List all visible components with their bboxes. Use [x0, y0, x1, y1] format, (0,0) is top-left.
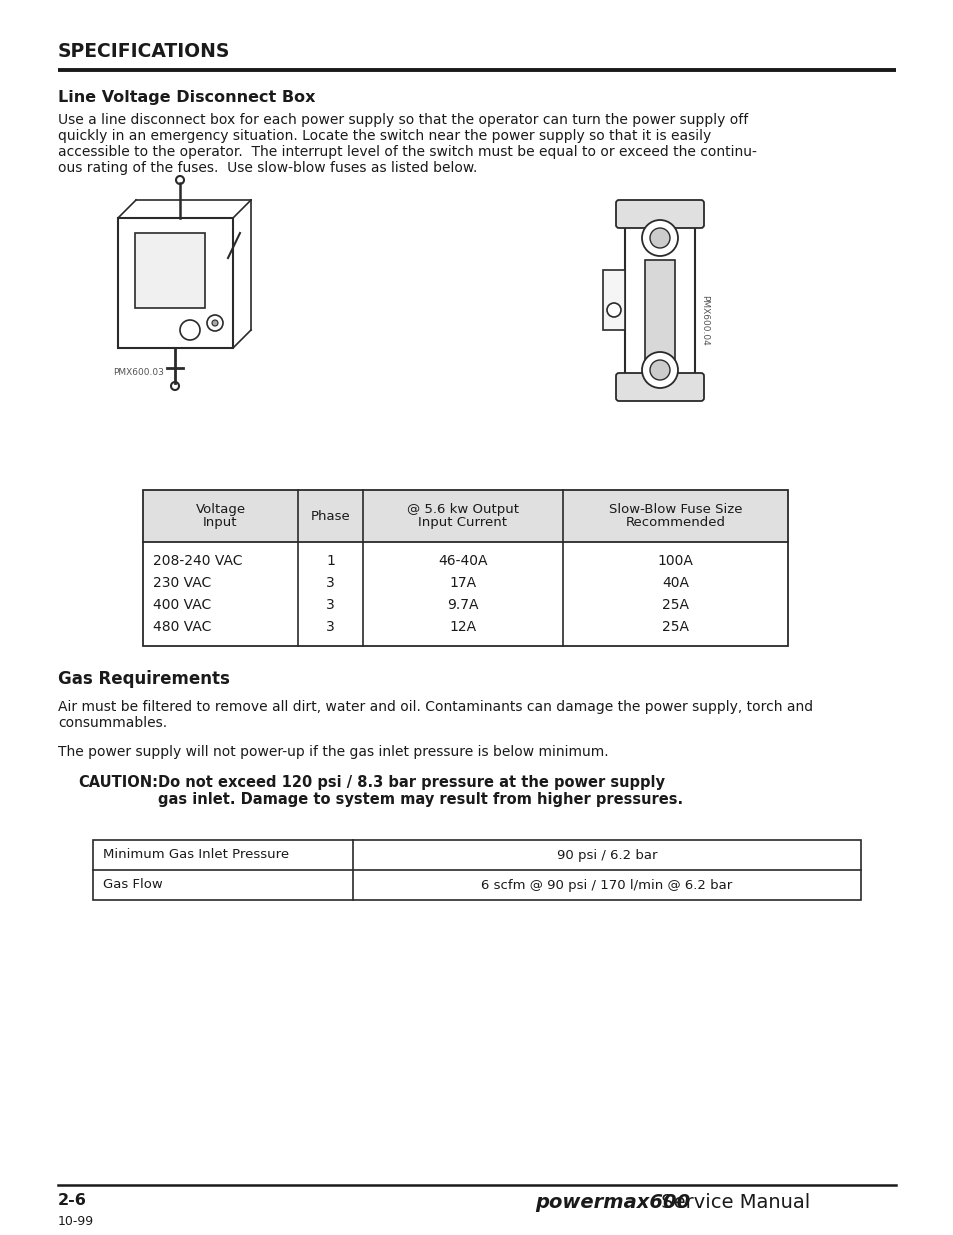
Text: 9.7A: 9.7A [447, 598, 478, 613]
Text: Input: Input [203, 516, 237, 529]
Bar [143, 490, 787, 542]
Text: ous rating of the fuses.  Use slow-blow fuses as listed below.: ous rating of the fuses. Use slow-blow f… [58, 161, 476, 175]
Text: CAUTION:: CAUTION: [78, 776, 158, 790]
Text: 25A: 25A [661, 620, 688, 634]
Text: Voltage: Voltage [195, 503, 245, 516]
Text: Use a line disconnect box for each power supply so that the operator can turn th: Use a line disconnect box for each power… [58, 112, 747, 127]
Text: Air must be filtered to remove all dirt, water and oil. Contaminants can damage : Air must be filtered to remove all dirt,… [58, 700, 812, 714]
Text: 40A: 40A [661, 576, 688, 590]
Text: Input Current: Input Current [418, 516, 507, 529]
Text: 3: 3 [326, 576, 335, 590]
Text: Gas Requirements: Gas Requirements [58, 671, 230, 688]
Text: 1: 1 [326, 555, 335, 568]
Text: gas inlet. Damage to system may result from higher pressures.: gas inlet. Damage to system may result f… [158, 792, 682, 806]
Circle shape [641, 352, 678, 388]
Text: 12A: 12A [449, 620, 476, 634]
Text: Gas Flow: Gas Flow [103, 878, 163, 892]
Text: quickly in an emergency situation. Locate the switch near the power supply so th: quickly in an emergency situation. Locat… [58, 128, 711, 143]
Text: powermax600: powermax600 [535, 1193, 690, 1212]
Circle shape [649, 359, 669, 380]
Text: 3: 3 [326, 598, 335, 613]
Bar [135, 233, 205, 308]
Text: 2-6: 2-6 [58, 1193, 87, 1208]
Circle shape [175, 177, 184, 184]
Circle shape [212, 320, 218, 326]
Bar [624, 203, 695, 398]
Text: 6 scfm @ 90 psi / 170 l/min @ 6.2 bar: 6 scfm @ 90 psi / 170 l/min @ 6.2 bar [481, 878, 732, 892]
Text: 400 VAC: 400 VAC [152, 598, 211, 613]
Text: 480 VAC: 480 VAC [152, 620, 212, 634]
Text: Minimum Gas Inlet Pressure: Minimum Gas Inlet Pressure [103, 848, 289, 862]
Bar [644, 261, 675, 370]
Circle shape [171, 382, 179, 390]
Text: Slow-Blow Fuse Size: Slow-Blow Fuse Size [608, 503, 741, 516]
Text: 10-99: 10-99 [58, 1215, 94, 1228]
Text: @ 5.6 kw Output: @ 5.6 kw Output [407, 503, 518, 516]
Text: Recommended: Recommended [625, 516, 724, 529]
Text: The power supply will not power-up if the gas inlet pressure is below minimum.: The power supply will not power-up if th… [58, 745, 608, 760]
Text: 25A: 25A [661, 598, 688, 613]
Text: 100A: 100A [657, 555, 693, 568]
Circle shape [180, 320, 200, 340]
Text: 230 VAC: 230 VAC [152, 576, 211, 590]
Text: SPECIFICATIONS: SPECIFICATIONS [58, 42, 230, 61]
Text: consummables.: consummables. [58, 716, 167, 730]
Text: 90 psi / 6.2 bar: 90 psi / 6.2 bar [557, 848, 657, 862]
FancyBboxPatch shape [616, 373, 703, 401]
Bar [143, 490, 787, 646]
Text: Do not exceed 120 psi / 8.3 bar pressure at the power supply: Do not exceed 120 psi / 8.3 bar pressure… [158, 776, 664, 790]
Text: PMX600.03: PMX600.03 [112, 368, 164, 377]
Text: 17A: 17A [449, 576, 476, 590]
Text: accessible to the operator.  The interrupt level of the switch must be equal to : accessible to the operator. The interrup… [58, 144, 756, 159]
Text: Line Voltage Disconnect Box: Line Voltage Disconnect Box [58, 90, 315, 105]
Circle shape [207, 315, 223, 331]
Text: Service Manual: Service Manual [655, 1193, 809, 1212]
Text: 46-40A: 46-40A [437, 555, 487, 568]
Text: 3: 3 [326, 620, 335, 634]
FancyBboxPatch shape [616, 200, 703, 228]
Circle shape [606, 303, 620, 317]
Circle shape [641, 220, 678, 256]
Bar [602, 270, 624, 330]
Bar [92, 840, 861, 900]
Text: PMX600.04: PMX600.04 [700, 295, 708, 346]
Text: 208-240 VAC: 208-240 VAC [152, 555, 242, 568]
Circle shape [649, 228, 669, 248]
Text: Phase: Phase [311, 510, 350, 522]
Bar [118, 219, 233, 348]
